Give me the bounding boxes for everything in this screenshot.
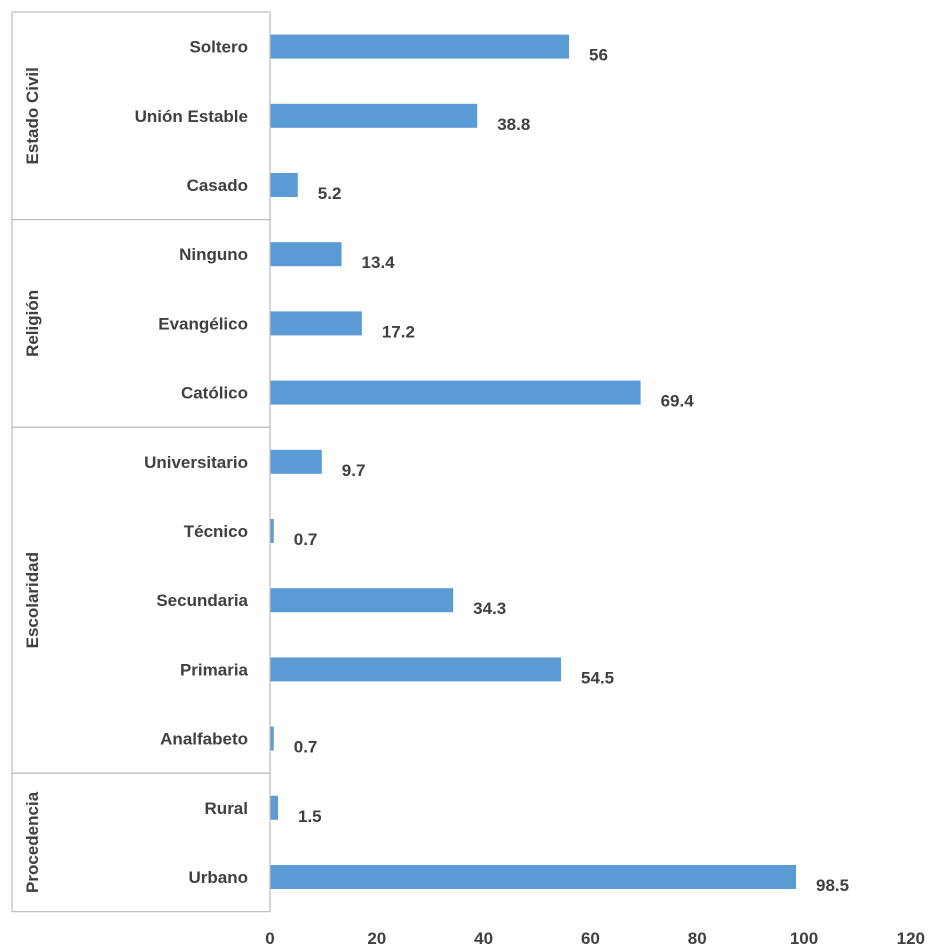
data-label: 0.7 [294,530,318,549]
data-label: 38.8 [497,115,530,134]
category-label: Urbano [189,868,249,887]
x-tick-label: 60 [581,929,600,948]
x-tick-label: 80 [688,929,707,948]
bar [270,380,641,405]
data-label: 5.2 [318,184,342,203]
group-label: Religión [23,290,42,357]
category-label: Rural [205,799,248,818]
bar [270,726,274,751]
bar [270,34,570,59]
category-label: Casado [187,176,248,195]
bar [270,795,279,820]
bar [270,311,362,336]
group-label: Procedencia [23,791,42,893]
category-label: Ninguno [179,245,248,264]
category-label: Analfabeto [160,730,248,749]
bar [270,103,478,128]
data-label: 13.4 [362,253,396,272]
data-label: 17.2 [382,322,415,341]
group-label: Escolaridad [23,552,42,648]
bar [270,865,796,889]
data-label: 54.5 [581,668,614,687]
category-label: Católico [181,384,248,403]
x-tick-label: 120 [897,929,925,948]
bar [270,173,298,197]
x-tick-label: 100 [790,929,818,948]
category-label: Primaria [180,660,249,679]
data-label: 1.5 [298,807,322,826]
data-label: 56 [589,46,608,65]
category-label: Evangélico [158,314,248,333]
x-tick-label: 40 [474,929,493,948]
category-label: Soltero [189,38,248,57]
x-tick-label: 20 [367,929,386,948]
category-label: Unión Estable [135,107,248,126]
category-label: Técnico [184,522,248,541]
category-label: Universitario [144,453,248,472]
data-label: 9.7 [342,461,366,480]
data-label: 98.5 [816,876,849,895]
bar [270,657,562,682]
group-label: Estado Civil [23,67,42,164]
data-label: 0.7 [294,738,318,757]
bar [270,588,454,613]
x-tick-label: 0 [265,929,274,948]
data-label: 69.4 [661,392,695,411]
bar [270,519,274,543]
bar [270,449,322,474]
data-label: 34.3 [473,599,506,618]
category-label: Secundaria [156,591,248,610]
bar [270,242,342,267]
